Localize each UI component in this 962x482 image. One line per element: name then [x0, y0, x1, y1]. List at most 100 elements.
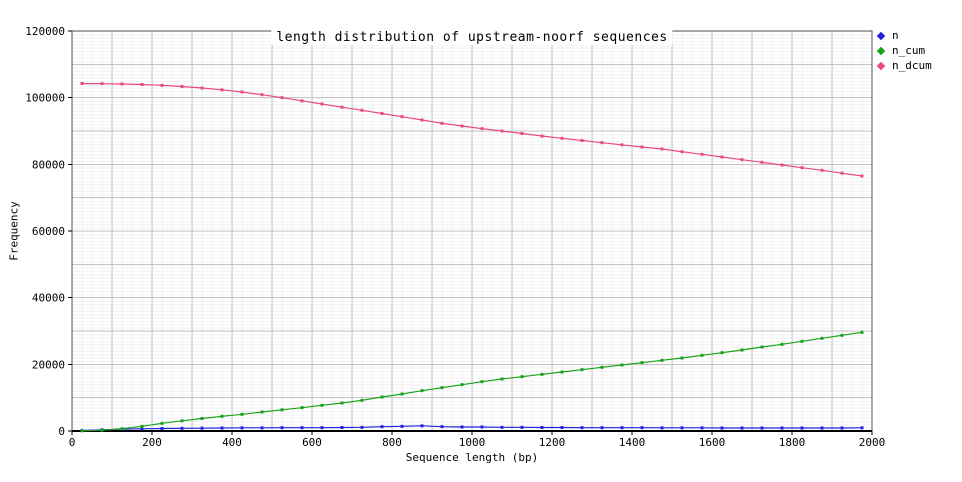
- series-marker-n_dcum: [280, 96, 284, 100]
- series-marker-n_cum: [500, 377, 504, 381]
- series-marker-n_cum: [120, 427, 124, 431]
- series-marker-n_cum: [80, 429, 84, 433]
- series-marker-n_cum: [720, 351, 724, 355]
- series-marker-n_cum: [320, 403, 324, 407]
- y-tick-label: 80000: [32, 158, 65, 171]
- series-marker-n_dcum: [300, 99, 304, 103]
- series-marker-n: [380, 425, 384, 429]
- series-marker-n_dcum: [740, 158, 744, 162]
- series-marker-n_dcum: [640, 145, 644, 149]
- series-marker-n_cum: [620, 363, 624, 367]
- x-tick-label: 1000: [459, 436, 486, 449]
- series-line-n_dcum: [81, 82, 863, 177]
- series-marker-n: [660, 426, 664, 430]
- series-marker-n: [300, 426, 304, 430]
- series-marker-n_dcum: [380, 112, 384, 115]
- x-tick-label: 1200: [539, 436, 566, 449]
- diamond-marker-icon: [876, 46, 886, 56]
- y-axis-label: Frequency: [7, 201, 21, 261]
- series-marker-n_cum: [600, 365, 604, 369]
- series-marker-n_cum: [640, 361, 644, 365]
- series-marker-n_cum: [180, 419, 184, 423]
- series-marker-n_dcum: [660, 147, 664, 151]
- series-marker-n_dcum: [680, 150, 684, 154]
- y-tick-label: 40000: [32, 292, 65, 305]
- series-marker-n: [480, 425, 484, 429]
- series-marker-n_cum: [560, 370, 564, 374]
- y-tick-label: 120000: [25, 25, 65, 38]
- series-marker-n_cum: [540, 372, 544, 376]
- legend-item-n: n: [876, 29, 932, 43]
- series-marker-n: [860, 426, 864, 430]
- series-marker-n_dcum: [80, 82, 84, 85]
- series-marker-n: [560, 426, 564, 429]
- series-marker-n: [680, 426, 684, 430]
- series-marker-n: [440, 425, 444, 429]
- series-marker-n: [640, 426, 644, 430]
- x-tick-label: 1800: [779, 436, 806, 449]
- series-line-n_cum: [81, 331, 863, 432]
- series-marker-n: [220, 426, 224, 430]
- series-marker-n_dcum: [200, 86, 204, 90]
- series-marker-n_cum: [100, 428, 104, 432]
- legend: n n_cum n_dcum: [876, 29, 932, 74]
- series-marker-n_dcum: [860, 174, 864, 178]
- y-tick-label: 0: [58, 425, 65, 438]
- x-tick-label: 0: [69, 436, 76, 449]
- x-tick-label: 2000: [859, 436, 886, 449]
- series-marker-n_cum: [860, 330, 864, 334]
- series-marker-n_cum: [300, 406, 304, 410]
- series-marker-n_cum: [280, 408, 284, 412]
- x-tick-label: 200: [142, 436, 162, 449]
- series-marker-n_cum: [360, 398, 364, 402]
- series-marker-n_dcum: [600, 141, 604, 145]
- series-marker-n_cum: [440, 386, 444, 390]
- y-tick-label: 20000: [32, 358, 65, 371]
- series-marker-n_dcum: [140, 83, 144, 86]
- series-marker-n_dcum: [800, 166, 804, 170]
- series-marker-n: [360, 425, 364, 429]
- series-marker-n_cum: [400, 392, 404, 396]
- series-marker-n_cum: [200, 417, 204, 420]
- series-marker-n_dcum: [520, 132, 524, 135]
- series-marker-n: [820, 426, 824, 430]
- series-marker-n_cum: [700, 353, 704, 357]
- series-marker-n_dcum: [220, 88, 224, 92]
- series-marker-n: [840, 426, 844, 430]
- x-tick-label: 400: [222, 436, 242, 449]
- legend-label: n: [892, 29, 899, 42]
- legend-label: n_cum: [892, 44, 926, 57]
- series-marker-n_dcum: [320, 102, 324, 106]
- series-marker-n_dcum: [560, 136, 564, 140]
- y-tick-label: 60000: [32, 225, 65, 238]
- series-marker-n_cum: [220, 414, 224, 418]
- series-marker-n_dcum: [760, 160, 764, 164]
- series-marker-n: [760, 426, 764, 430]
- series-line-n: [81, 425, 863, 432]
- series-marker-n: [420, 424, 424, 428]
- series-marker-n_dcum: [360, 108, 364, 112]
- x-axis-label: Sequence length (bp): [405, 451, 539, 464]
- series-marker-n_dcum: [500, 129, 504, 133]
- series-marker-n: [400, 424, 404, 428]
- series-marker-n_dcum: [840, 171, 844, 175]
- series-marker-n_cum: [680, 356, 684, 360]
- series-marker-n_cum: [140, 424, 144, 428]
- series-marker-n_dcum: [100, 82, 104, 86]
- series-marker-n_dcum: [120, 82, 124, 86]
- legend-item-n-dcum: n_dcum: [876, 59, 932, 73]
- y-tick-label: 100000: [25, 92, 65, 105]
- series-marker-n_dcum: [820, 168, 824, 172]
- series-marker-n_dcum: [580, 139, 584, 142]
- chart-title: length distribution of upstream-noorf se…: [271, 30, 673, 45]
- series-marker-n: [600, 426, 604, 430]
- series-marker-n_cum: [840, 333, 844, 337]
- series-marker-n: [160, 427, 164, 430]
- series-marker-n: [540, 426, 544, 429]
- series-marker-n_dcum: [700, 152, 704, 156]
- diamond-marker-icon: [876, 31, 886, 41]
- series-marker-n: [800, 426, 804, 430]
- series-marker-n_dcum: [420, 118, 424, 122]
- series-marker-n_dcum: [460, 124, 464, 128]
